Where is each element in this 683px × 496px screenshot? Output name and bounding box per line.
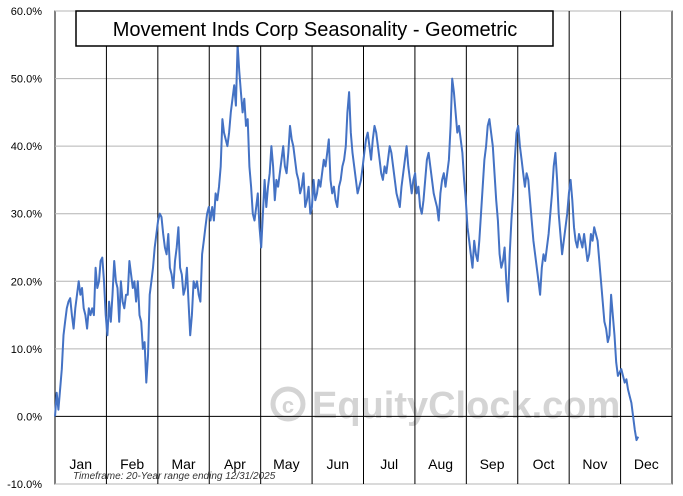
chart-title: Movement Inds Corp Seasonality - Geometr… bbox=[113, 19, 518, 41]
y-tick-label: 0.0% bbox=[17, 411, 42, 423]
month-label-nov: Nov bbox=[582, 456, 607, 472]
y-tick-label: 30.0% bbox=[11, 209, 42, 221]
y-tick-label: 40.0% bbox=[11, 141, 42, 153]
month-label-apr: Apr bbox=[224, 456, 246, 472]
month-label-jul: Jul bbox=[380, 456, 398, 472]
series-layer bbox=[54, 43, 640, 442]
watermark: c EquityClock.com bbox=[270, 385, 620, 427]
svg-text:c: c bbox=[282, 393, 294, 418]
month-label-feb: Feb bbox=[120, 456, 144, 472]
y-tick-label: 20.0% bbox=[11, 276, 42, 288]
month-label-sep: Sep bbox=[480, 456, 505, 472]
y-tick-label: 50.0% bbox=[11, 74, 42, 86]
series-line bbox=[54, 43, 640, 442]
y-axis-labels: -10.0% 0.0% 10.0% 20.0% 30.0% 40.0% 50.0% 60.0% bbox=[7, 6, 42, 491]
month-label-oct: Oct bbox=[533, 456, 555, 472]
month-label-jun: Jun bbox=[327, 456, 350, 472]
month-label-mar: Mar bbox=[171, 456, 195, 472]
month-label-aug: Aug bbox=[428, 456, 453, 472]
x-axis-labels: Jan Feb Mar Apr May Jun Jul Aug Sep Oct Nov Dec bbox=[69, 456, 658, 472]
month-label-may: May bbox=[273, 456, 299, 472]
title-box: Movement Inds Corp Seasonality - Geometr… bbox=[75, 10, 554, 47]
copyright-icon: c bbox=[270, 386, 306, 422]
y-tick-label: 60.0% bbox=[11, 6, 42, 18]
y-tick-label: -10.0% bbox=[7, 479, 42, 491]
timeframe-footnote: Timeframe: 20-Year range ending 12/31/20… bbox=[73, 471, 276, 482]
month-label-jan: Jan bbox=[69, 456, 92, 472]
month-label-dec: Dec bbox=[634, 456, 659, 472]
y-tick-label: 10.0% bbox=[11, 344, 42, 356]
